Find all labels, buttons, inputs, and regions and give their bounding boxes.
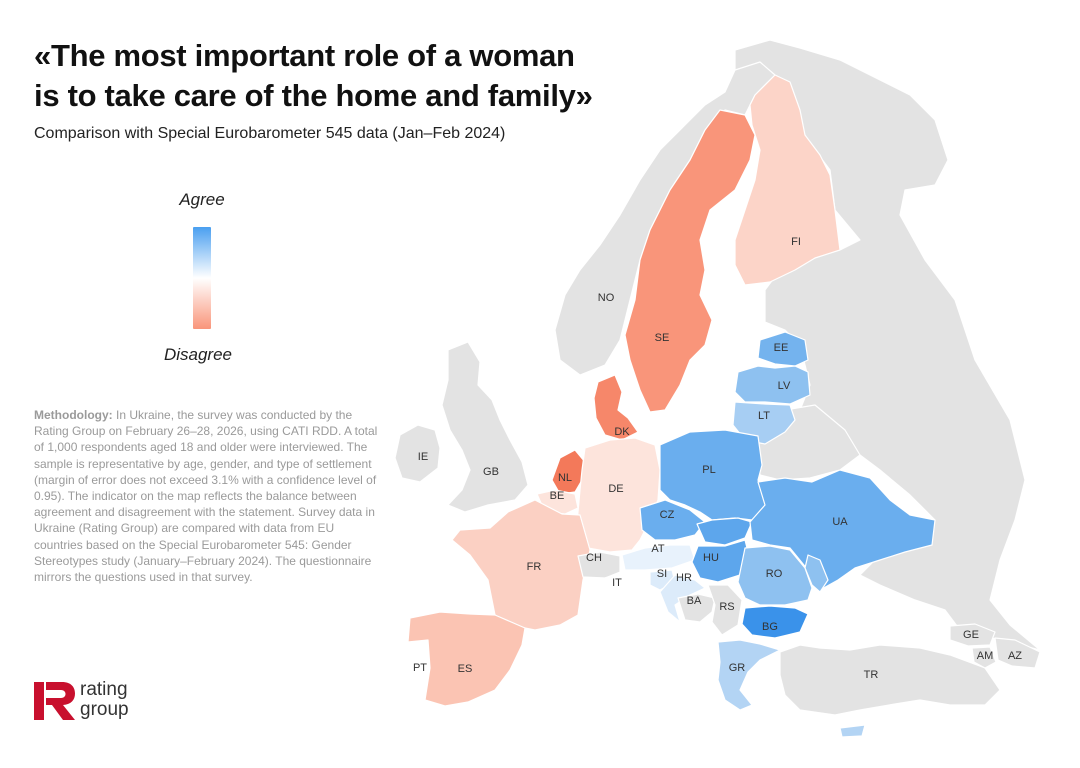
country-label-CH: CH	[586, 552, 602, 564]
country-label-SE: SE	[655, 332, 670, 344]
country-AZ	[994, 637, 1041, 669]
country-label-NO: NO	[598, 292, 615, 304]
methodology-text: In Ukraine, the survey was conducted by …	[34, 408, 378, 585]
title-line-1: «The most important role of a woman	[34, 38, 575, 73]
country-label-PT: PT	[413, 662, 427, 674]
rating-group-logo: rating group	[34, 680, 164, 722]
country-RU	[734, 39, 1041, 651]
country-label-BE: BE	[550, 490, 565, 502]
country-NL	[551, 449, 586, 495]
country-GB	[441, 341, 529, 513]
europe-map: NO SE FI EE LV LT IE GB DK NL BE DE PL CZ UA FR CH AT HU RO…	[394, 39, 1041, 738]
country-label-LV: LV	[778, 380, 791, 392]
country-LT	[732, 401, 796, 445]
country-EE	[757, 331, 809, 367]
map-subtitle: Comparison with Special Eurobarometer 54…	[34, 125, 506, 142]
country-label-GR: GR	[729, 662, 746, 674]
country-label-IE: IE	[418, 451, 428, 463]
country-UA	[749, 469, 936, 591]
country-RS	[707, 584, 743, 636]
country-label-UA: UA	[832, 516, 848, 528]
map-title: «The most important role of a woman is t…	[34, 36, 593, 116]
country-CH	[577, 551, 621, 579]
country-label-AM: AM	[977, 650, 994, 662]
country-label-BG: BG	[762, 621, 778, 633]
logo-wordmark: rating group	[80, 680, 129, 720]
country-label-GE: GE	[963, 629, 979, 641]
country-label-EE: EE	[774, 342, 789, 354]
country-label-RS: RS	[719, 601, 734, 613]
country-label-HR: HR	[676, 572, 692, 584]
country-label-ES: ES	[458, 663, 473, 675]
country-label-RO: RO	[766, 568, 783, 580]
country-DE	[575, 437, 661, 553]
logo-line-1: rating	[80, 679, 128, 700]
title-line-2: is to take care of the home and family»	[34, 78, 593, 113]
country-BA	[677, 593, 716, 623]
country-SK	[696, 517, 753, 546]
country-label-GB: GB	[483, 466, 499, 478]
country-FR	[451, 499, 591, 631]
country-GR	[717, 639, 866, 738]
country-label-AT: AT	[651, 543, 665, 555]
country-AM	[971, 646, 997, 669]
country-label-BA: BA	[687, 595, 702, 607]
country-label-FR: FR	[527, 561, 542, 573]
country-label-CZ: CZ	[660, 509, 675, 521]
logo-line-2: group	[80, 699, 129, 720]
country-label-IT: IT	[612, 577, 622, 589]
country-label-TR: TR	[864, 669, 879, 681]
country-IT	[584, 571, 701, 683]
country-label-SI: SI	[657, 568, 667, 580]
country-label-HU: HU	[703, 552, 719, 564]
country-label-DK: DK	[614, 426, 630, 438]
country-shapes	[394, 39, 1041, 738]
country-BG	[741, 605, 809, 639]
country-FI	[734, 74, 841, 286]
methodology-heading: Methodology:	[34, 408, 113, 422]
country-label-AZ: AZ	[1008, 650, 1022, 662]
legend-color-scale	[193, 227, 211, 329]
methodology-note: Methodology: In Ukraine, the survey was …	[34, 407, 379, 585]
country-DK	[593, 374, 639, 441]
legend-disagree-label: Disagree	[163, 345, 233, 364]
country-label-NL: NL	[558, 472, 572, 484]
country-ES	[407, 611, 526, 707]
country-RO	[737, 545, 813, 606]
logo-mark-icon	[34, 682, 75, 720]
country-CZ	[639, 499, 706, 541]
country-GE	[949, 623, 996, 647]
country-SE	[624, 109, 756, 413]
country-TR	[779, 644, 1001, 716]
legend-agree-label: Agree	[179, 190, 225, 209]
country-IE	[394, 424, 441, 483]
country-labels: NO SE FI EE LV LT IE GB DK NL BE DE PL CZ UA FR CH AT HU RO…	[413, 236, 1022, 681]
country-label-LT: LT	[758, 410, 770, 422]
country-label-FI: FI	[791, 236, 801, 248]
country-label-DE: DE	[608, 483, 623, 495]
country-label-PL: PL	[702, 464, 715, 476]
country-LV	[734, 365, 811, 405]
